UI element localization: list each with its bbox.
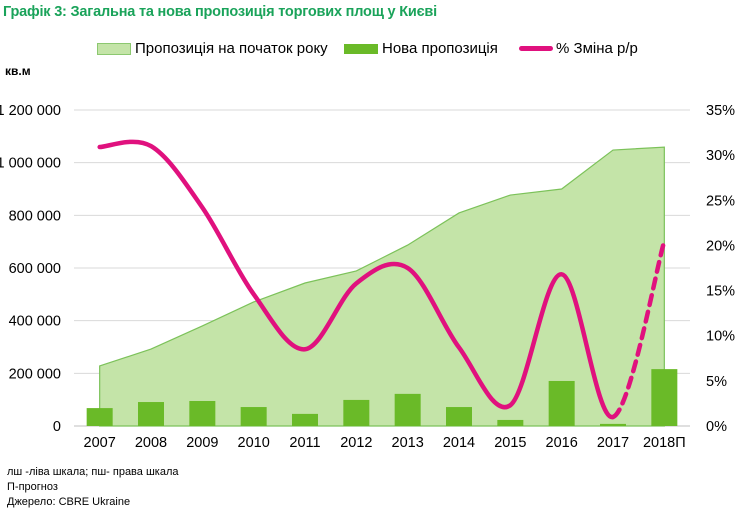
y-right-tick-label: 0% [706, 419, 727, 435]
x-tick-label: 2017 [597, 435, 629, 451]
bar-new-supply [343, 399, 370, 426]
y-right-tick-label: 15% [706, 284, 735, 300]
x-tick-label: 2018П [643, 435, 686, 451]
bar-series [86, 369, 678, 426]
legend-item-new-supply: Нова пропозиція [344, 40, 498, 57]
line-change-solid [97, 139, 616, 420]
y-right-tick-label: 5% [706, 374, 727, 390]
x-tick-label: 2007 [84, 435, 116, 451]
footnote-source: Джерело: CBRE Ukraine [7, 496, 131, 508]
chart-legend: Пропозиція на початок року Нова пропозиц… [0, 40, 742, 62]
y-left-tick-label: 800 000 [9, 208, 61, 224]
footnote-scale: лш -ліва шкала; пш- права шкала [7, 466, 179, 478]
line-change-forecast [610, 238, 667, 420]
bar-new-supply [600, 423, 626, 426]
bar-new-supply [138, 402, 164, 426]
x-tick-label: 2008 [135, 435, 167, 451]
legend-swatch-area [97, 42, 131, 55]
x-tick-label: 2012 [340, 435, 372, 451]
bar-new-supply [548, 380, 575, 426]
bar-new-supply [240, 407, 267, 426]
y-right-tick-label: 20% [706, 238, 735, 254]
y-right-tick-label: 35% [706, 103, 735, 119]
bar-new-supply [292, 413, 318, 426]
area-series [99, 146, 665, 427]
x-tick-label: 2013 [392, 435, 424, 451]
x-tick-label: 2016 [546, 435, 578, 451]
legend-label-supply: Пропозиція на початок року [135, 40, 328, 57]
y-axis-unit-label: кв.м [5, 64, 31, 78]
legend-label-change: % Зміна р/р [556, 40, 638, 57]
bar-new-supply [86, 408, 113, 426]
chart-title: Графік 3: Загальна та нова пропозиція то… [3, 4, 437, 20]
x-tick-label: 2009 [186, 435, 218, 451]
y-axis-right: 0% 5% 10% 15% 20% 25% 30% 35% [706, 103, 735, 435]
legend-swatch-bar [344, 43, 378, 54]
legend-item-supply: Пропозиція на початок року [97, 40, 328, 57]
x-axis: 2007 2008 2009 2010 2011 2012 2013 2014 2015 2016… [84, 435, 686, 451]
legend-label-new-supply: Нова пропозиція [382, 40, 498, 57]
area-supply [99, 146, 665, 427]
y-left-tick-label: 1 200 000 [0, 103, 61, 119]
y-left-tick-label: 1 000 000 [0, 156, 61, 172]
footnote-forecast: П-прогноз [7, 481, 58, 493]
x-tick-label: 2015 [494, 435, 526, 451]
y-right-tick-label: 30% [706, 148, 735, 164]
line-series [97, 139, 667, 420]
legend-item-change: % Зміна р/р [519, 40, 638, 57]
y-left-tick-label: 600 000 [9, 261, 61, 277]
y-axis-left: 0 200 000 400 000 600 000 800 000 1 000 000 1 … [0, 103, 61, 435]
y-left-tick-label: 0 [53, 419, 61, 435]
legend-swatch-line [519, 46, 553, 51]
y-right-tick-label: 25% [706, 193, 735, 209]
y-left-tick-label: 400 000 [9, 314, 61, 330]
y-right-tick-label: 10% [706, 329, 735, 345]
x-tick-label: 2010 [238, 435, 270, 451]
x-tick-label: 2014 [443, 435, 475, 451]
footnotes: лш -ліва шкала; пш- права шкала П-прогно… [7, 465, 178, 510]
bar-new-supply [497, 419, 524, 426]
bar-new-supply [189, 400, 216, 426]
bar-new-supply [446, 407, 472, 426]
y-left-tick-label: 200 000 [9, 366, 61, 382]
bar-new-supply [651, 369, 678, 426]
bar-new-supply [394, 393, 421, 426]
x-tick-label: 2011 [289, 435, 320, 451]
